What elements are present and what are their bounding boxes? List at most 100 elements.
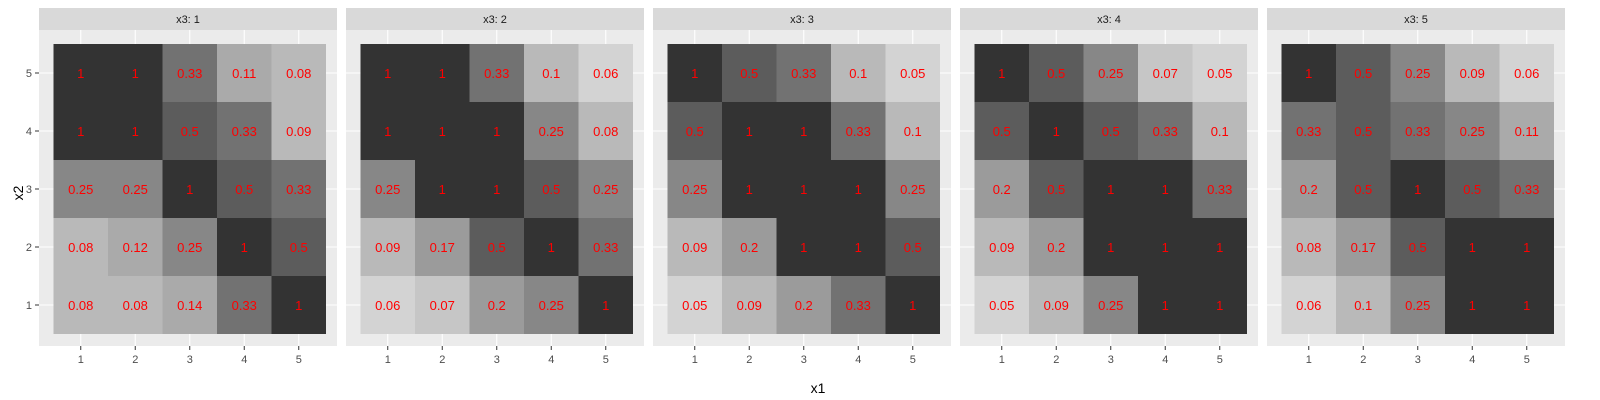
tile-value-label: 1 [602,298,609,313]
heatmap-tile [1390,102,1445,160]
tile-value-label: 0.25 [900,182,925,197]
tile-value-label: 0.2 [1047,240,1065,255]
heatmap-tile [1445,276,1500,334]
heatmap-tile [360,276,415,334]
tile-value-label: 1 [1469,240,1476,255]
facet-strip [653,8,951,30]
tile-value-label: 1 [384,66,391,81]
x-tick-label: 4 [855,354,861,366]
heatmap-tile [1192,276,1247,334]
heatmap-tile [1083,276,1138,334]
tile-value-label: 0.33 [1153,124,1178,139]
heatmap-tile [885,160,940,218]
tile-value-label: 0.33 [177,66,202,81]
tile-value-label: 1 [1107,240,1114,255]
heatmap-tile [469,218,524,276]
tile-value-label: 1 [77,66,84,81]
tile-value-label: 1 [1216,240,1223,255]
heatmap-tile [974,102,1029,160]
tile-value-label: 0.33 [1207,182,1232,197]
tile-value-label: 1 [186,182,193,197]
tile-value-label: 1 [493,124,500,139]
heatmap-tile [524,276,579,334]
tile-value-label: 0.5 [686,124,704,139]
heatmap-tile [885,276,940,334]
tile-value-label: 0.09 [1044,298,1069,313]
heatmap-tile [1281,44,1336,102]
tile-value-label: 0.08 [68,298,93,313]
y-tick-label: 4 [26,126,32,138]
heatmap-tile [1138,218,1193,276]
tile-value-label: 0.06 [1514,66,1539,81]
x-tick-label: 5 [1524,354,1530,366]
tile-value-label: 0.25 [539,298,564,313]
x-tick-label: 1 [78,354,84,366]
facet-panel: x3: 41 0.5 0.25 0.07 0.050.5 1 0.5 0.33 0.10.2 0.… [960,8,1258,366]
x-tick-label: 5 [296,354,302,366]
heatmap-tile [162,102,217,160]
heatmap-tile [1281,102,1336,160]
y-axis-title: x2 [10,185,26,200]
x-tick-label: 4 [1469,354,1475,366]
tile-value-label: 1 [998,66,1005,81]
tile-value-label: 0.2 [488,298,506,313]
tile-value-label: 0.33 [1514,182,1539,197]
tile-value-label: 0.33 [791,66,816,81]
heatmap-tile [53,102,108,160]
tile-value-label: 1 [295,298,302,313]
x-tick-label: 2 [1053,354,1059,366]
heatmap-tile [831,218,886,276]
tile-value-label: 1 [132,124,139,139]
heatmap-tile [1390,218,1445,276]
heatmap-tile [524,160,579,218]
tile-value-label: 1 [439,66,446,81]
tile-value-label: 0.09 [682,240,707,255]
heatmap-tile [667,44,722,102]
y-tick-label: 5 [26,68,32,80]
tile-value-label: 0.33 [593,240,618,255]
heatmap-tile [974,160,1029,218]
tile-value-label: 0.33 [232,124,257,139]
heatmap-tile [1390,276,1445,334]
heatmap-tile [722,44,777,102]
tile-value-label: 0.05 [900,66,925,81]
heatmap-tile [1445,102,1500,160]
heatmap-tile [1336,276,1391,334]
tile-value-label: 0.08 [1296,240,1321,255]
x-tick-label: 3 [1108,354,1114,366]
heatmap-tile [1138,160,1193,218]
heatmap-tile [1192,102,1247,160]
heatmap-tile [667,160,722,218]
heatmap-tile [53,44,108,102]
tile-value-label: 1 [1162,298,1169,313]
heatmap-tile [469,44,524,102]
heatmap-tile [217,102,272,160]
heatmap-tile [217,44,272,102]
heatmap-tile [271,44,326,102]
x-tick-label: 3 [494,354,500,366]
tile-value-label: 1 [855,182,862,197]
x-tick-label: 4 [1162,354,1168,366]
tile-value-label: 0.5 [1409,240,1427,255]
facet-strip-label: x3: 2 [483,14,507,26]
tile-value-label: 0.1 [849,66,867,81]
heatmap-tile [524,102,579,160]
tile-value-label: 0.5 [993,124,1011,139]
tile-value-label: 0.2 [1300,182,1318,197]
tile-value-label: 1 [1414,182,1421,197]
tile-value-label: 0.05 [682,298,707,313]
heatmap-tile [1336,218,1391,276]
tile-value-label: 1 [548,240,555,255]
heatmap-tile [722,102,777,160]
heatmap-tile [217,276,272,334]
tile-value-label: 0.25 [1460,124,1485,139]
heatmap-tile [1336,102,1391,160]
x-tick-label: 1 [692,354,698,366]
tile-value-label: 0.2 [740,240,758,255]
heatmap-tile [524,218,579,276]
tile-value-label: 1 [493,182,500,197]
tile-value-label: 1 [800,124,807,139]
tile-value-label: 0.05 [1207,66,1232,81]
tile-value-label: 1 [800,182,807,197]
tile-value-label: 0.09 [375,240,400,255]
